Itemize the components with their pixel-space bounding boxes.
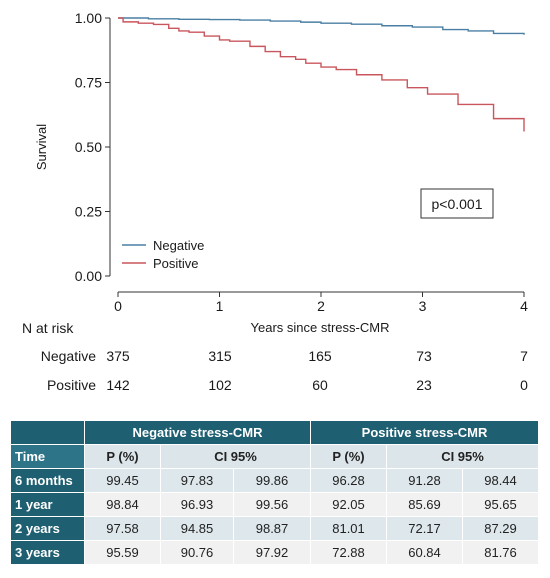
risk-count: 315 <box>208 348 232 364</box>
table-row: 2 years 97.58 94.85 98.87 81.01 72.17 87.29 <box>10 516 540 541</box>
x-tick-label: 1 <box>216 298 224 314</box>
table-cell: 85.69 <box>386 492 464 517</box>
risk-count: 102 <box>208 377 232 393</box>
risk-count: 60 <box>312 377 328 393</box>
table-cell: 92.05 <box>310 492 388 517</box>
table-cell: 81.76 <box>462 540 540 565</box>
risk-row-label: Positive <box>46 377 96 393</box>
risk-count: 165 <box>308 348 332 364</box>
series-line-positive <box>118 17 525 132</box>
table-cell: 99.86 <box>232 468 312 493</box>
table-cell: 60.84 <box>386 540 464 565</box>
table-cell: 95.65 <box>462 492 540 517</box>
time-header: Time <box>10 444 85 469</box>
survival-chart: 0.00 0.25 0.50 0.75 1.00 0 1 2 3 4 Survival Negati… <box>34 10 528 314</box>
table-row: 3 years 95.59 90.76 97.92 72.88 60.84 81.76 <box>10 540 540 565</box>
sub-header-row: Time P (%) CI 95% P (%) CI 95% <box>10 444 540 469</box>
group-header-row: Negative stress-CMR Positive stress-CMR <box>10 420 540 445</box>
table-cell: 72.88 <box>310 540 388 565</box>
corner-cell <box>10 420 85 445</box>
table-cell: 97.58 <box>84 516 161 541</box>
table-cell: 98.87 <box>232 516 312 541</box>
table-row: 6 months 99.45 97.83 99.86 96.28 91.28 98.44 <box>10 468 540 493</box>
y-tick-label: 0.25 <box>75 204 102 220</box>
risk-table-title: N at risk <box>22 320 74 336</box>
row-time-label: 1 year <box>10 492 85 517</box>
risk-count: 73 <box>416 348 432 364</box>
table-cell: 94.85 <box>160 516 234 541</box>
table-cell: 98.44 <box>462 468 540 493</box>
x-tick-label: 4 <box>520 298 528 314</box>
y-tick-label: 0.00 <box>75 268 102 284</box>
risk-count: 142 <box>106 377 130 393</box>
table-cell: 96.93 <box>160 492 234 517</box>
x-tick-label: 3 <box>419 298 427 314</box>
table-cell: 96.28 <box>310 468 388 493</box>
table-cell: 99.56 <box>232 492 312 517</box>
survival-summary-table: Negative stress-CMR Positive stress-CMR … <box>10 420 540 565</box>
row-time-label: 3 years <box>10 540 85 565</box>
group-header-positive: Positive stress-CMR <box>310 420 540 445</box>
table-cell: 97.92 <box>232 540 312 565</box>
risk-count: 0 <box>520 377 528 393</box>
risk-count: 23 <box>416 377 432 393</box>
table-cell: 95.59 <box>84 540 161 565</box>
y-tick-label: 0.75 <box>75 75 102 91</box>
sub-header-p-negative: P (%) <box>84 444 161 469</box>
y-tick-label: 1.00 <box>75 10 102 26</box>
table-cell: 98.84 <box>84 492 161 517</box>
legend-label: Negative <box>153 238 204 253</box>
table-cell: 72.17 <box>386 516 464 541</box>
legend-label: Positive <box>153 256 199 271</box>
table-cell: 99.45 <box>84 468 161 493</box>
table-cell: 87.29 <box>462 516 540 541</box>
y-tick-label: 0.50 <box>75 139 102 155</box>
annotation-box <box>420 188 494 219</box>
group-header-negative: Negative stress-CMR <box>83 420 312 445</box>
y-axis-label: Survival <box>34 124 49 170</box>
sub-header-ci-negative: CI 95% <box>159 444 312 469</box>
sub-header-ci-positive: CI 95% <box>386 444 540 469</box>
table-row: 1 year 98.84 96.93 99.56 92.05 85.69 95.65 <box>10 492 540 517</box>
table-cell: 97.83 <box>160 468 234 493</box>
x-tick-label: 0 <box>114 298 122 314</box>
risk-count: 7 <box>520 348 528 364</box>
p-value-annotation: p<0.001 <box>432 196 483 212</box>
table-cell: 91.28 <box>386 468 464 493</box>
series-line-negative <box>118 17 525 35</box>
row-time-label: 2 years <box>10 516 85 541</box>
x-tick-label: 2 <box>317 298 325 314</box>
x-axis-label: Years since stress-CMR <box>250 320 390 335</box>
risk-count: 375 <box>106 348 130 364</box>
risk-row-label: Negative <box>40 348 96 364</box>
sub-header-p-positive: P (%) <box>310 444 388 469</box>
row-time-label: 6 months <box>10 468 85 493</box>
table-cell: 81.01 <box>310 516 388 541</box>
table-cell: 90.76 <box>160 540 234 565</box>
